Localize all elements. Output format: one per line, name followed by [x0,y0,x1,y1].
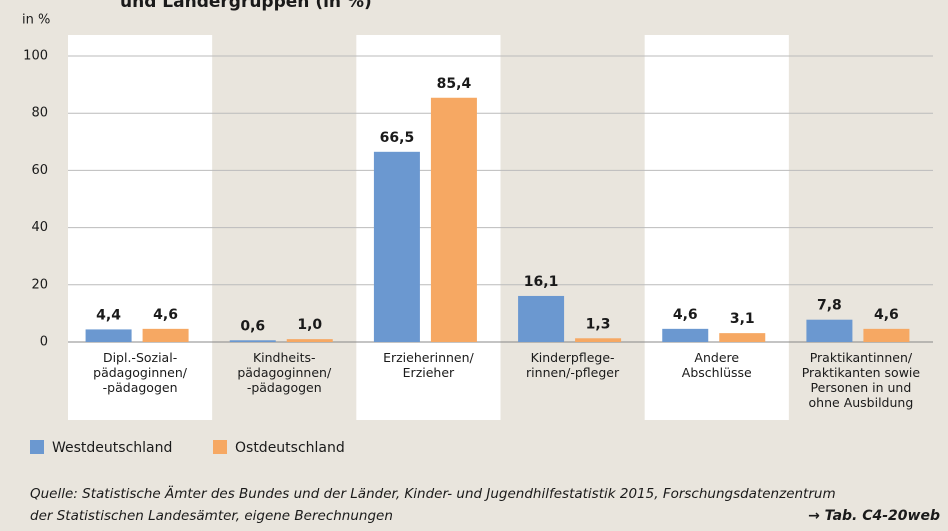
value-label: 4,6 [673,307,698,323]
value-label: 85,4 [437,76,472,92]
x-tick-label-line: Kinderpflege- [531,350,615,365]
y-tick-label: 60 [31,163,48,178]
value-label: 4,6 [153,307,178,323]
bar [575,338,622,342]
x-tick-label: Praktikantinnen/Praktikanten sowie Person… [802,350,921,410]
x-tick-label-line: ohne Ausbildung [809,395,914,410]
x-tick-label-line: Praktikanten sowie [802,365,921,380]
y-tick-label: 80 [31,106,48,121]
bar [373,151,420,342]
x-tick-label: Kinderpflege-rinnen/-pfleger [526,350,620,380]
bar [85,329,132,342]
legend-swatch [30,440,44,454]
x-tick-label-line: Dipl.-Sozial- [103,350,177,365]
value-label: 1,0 [297,317,322,333]
bar [719,333,766,342]
y-axis-label: in % [22,13,50,28]
value-label: 4,4 [96,307,121,323]
x-tick-label: Dipl.-Sozial-pädagoginnen/-pädagogen [93,350,188,395]
y-tick-label: 40 [31,220,48,235]
value-label: 0,6 [240,318,265,334]
bar [518,295,565,342]
y-tick-label: 100 [23,49,48,64]
bar [430,97,477,342]
value-label: 16,1 [524,274,559,290]
chart-title: und Ländergruppen (in %) [120,0,372,12]
x-tick-label-line: Erzieherinnen/ [383,350,474,365]
x-tick-label: Erzieherinnen/Erzieher [383,350,474,380]
x-tick-label-line: Andere [694,350,739,365]
source: der Statistischen Landesämter, eigene Be… [30,508,393,524]
x-tick-label: Andere Abschlüsse [682,350,752,380]
x-tick-label-line: -pädagogen [247,380,322,395]
value-label: 7,8 [817,298,842,314]
y-tick-label: 0 [40,335,48,350]
bar [662,328,709,342]
bar [286,339,333,342]
y-tick-label: 20 [31,277,48,292]
legend-swatch [213,440,227,454]
x-tick-label-line: Abschlüsse [682,365,752,380]
source: Quelle: Statistische Ämter des Bundes un… [30,484,836,502]
value-label: 1,3 [586,316,611,332]
reference: → Tab. C4-20web [808,508,940,524]
x-tick-label-line: pädagoginnen/ [237,365,332,380]
bar [142,328,189,342]
value-label: 3,1 [730,311,755,327]
legend-label: Westdeutschland [52,440,172,456]
bar [806,319,853,342]
x-tick-label-line: pädagoginnen/ [93,365,188,380]
x-tick-label-line: Personen in und [811,380,912,395]
x-tick-label-line: -pädagogen [103,380,178,395]
x-tick-label-line: Kindheits- [253,350,316,365]
bar [863,328,910,342]
x-tick-label-line: rinnen/-pfleger [526,365,620,380]
x-tick-label-line: Erzieher [403,365,455,380]
value-label: 4,6 [874,307,899,323]
x-tick-label-line: Praktikantinnen/ [810,350,913,365]
value-label: 66,5 [380,130,415,146]
bar [229,340,276,342]
legend-label: Ostdeutschland [235,440,345,456]
x-tick-label: Kindheits-pädagoginnen/-pädagogen [237,350,332,395]
